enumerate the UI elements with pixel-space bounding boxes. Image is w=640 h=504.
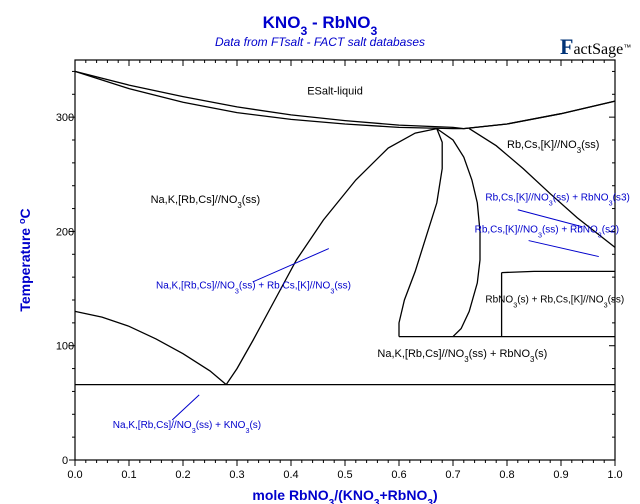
x-tick-label: 0.8 [499, 469, 514, 481]
y-tick-label: 300 [56, 112, 74, 124]
region-label: Na,K,[Rb,Cs]//NO3(ss) + RbNO3(s) [377, 348, 547, 364]
region-label-blue: Rb,Cs,[K]//NO3(ss) + RbNO3(s3) [485, 193, 629, 208]
phase-diagram-svg: KNO3 - RbNO3Data from FTsalt - FACT salt… [0, 0, 640, 504]
curve-left-solvus [75, 311, 226, 384]
x-axis-label: mole RbNO3/(KNO3+RbNO3) [252, 487, 437, 504]
curve-liquidus-upper [75, 71, 615, 128]
region-label-blue: Rb,Cs,[K]//NO3(ss) + RbNO3(s2) [475, 225, 619, 240]
curve-mid-dome-right [399, 129, 442, 337]
pointer-line [253, 249, 329, 282]
y-axis-label: Temperature oC [17, 208, 33, 311]
x-tick-label: 0.6 [391, 469, 406, 481]
y-tick-label: 200 [56, 226, 74, 238]
curve-mid-dome-left [226, 129, 437, 385]
pointer-line [172, 395, 199, 420]
x-tick-label: 0.9 [553, 469, 568, 481]
x-tick-label: 0.3 [229, 469, 244, 481]
x-tick-label: 0.1 [121, 469, 136, 481]
region-label: Na,K,[Rb,Cs]//NO3(ss) [151, 194, 261, 210]
factsage-logo: FactSage™ [560, 34, 631, 59]
x-tick-label: 0.2 [175, 469, 190, 481]
x-tick-label: 0.4 [283, 469, 298, 481]
region-label-blue: Na,K,[Rb,Cs]//NO3(ss) + Rb,Cs,[K]//NO3(s… [156, 281, 351, 296]
curve-right-dome-left [437, 129, 480, 337]
curve-right-lower-branch [502, 271, 615, 272]
region-label: ESalt-liquid [307, 85, 363, 97]
region-label-blue: Na,K,[Rb,Cs]//NO3(ss) + KNO3(s) [113, 420, 261, 435]
y-tick-label: 100 [56, 341, 74, 353]
x-tick-label: 0.7 [445, 469, 460, 481]
x-tick-label: 1.0 [607, 469, 622, 481]
pointer-line [529, 241, 599, 257]
phase-diagram-container: KNO3 - RbNO3Data from FTsalt - FACT salt… [0, 0, 640, 504]
region-label: RbNO3(s) + Rb,Cs,[K]//NO3(ss) [485, 294, 624, 309]
y-tick-label: 0 [62, 455, 68, 467]
chart-subtitle: Data from FTsalt - FACT salt databases [215, 35, 425, 49]
region-label: Rb,Cs,[K]//NO3(ss) [507, 139, 599, 155]
x-tick-label: 0.0 [67, 469, 82, 481]
x-tick-label: 0.5 [337, 469, 352, 481]
